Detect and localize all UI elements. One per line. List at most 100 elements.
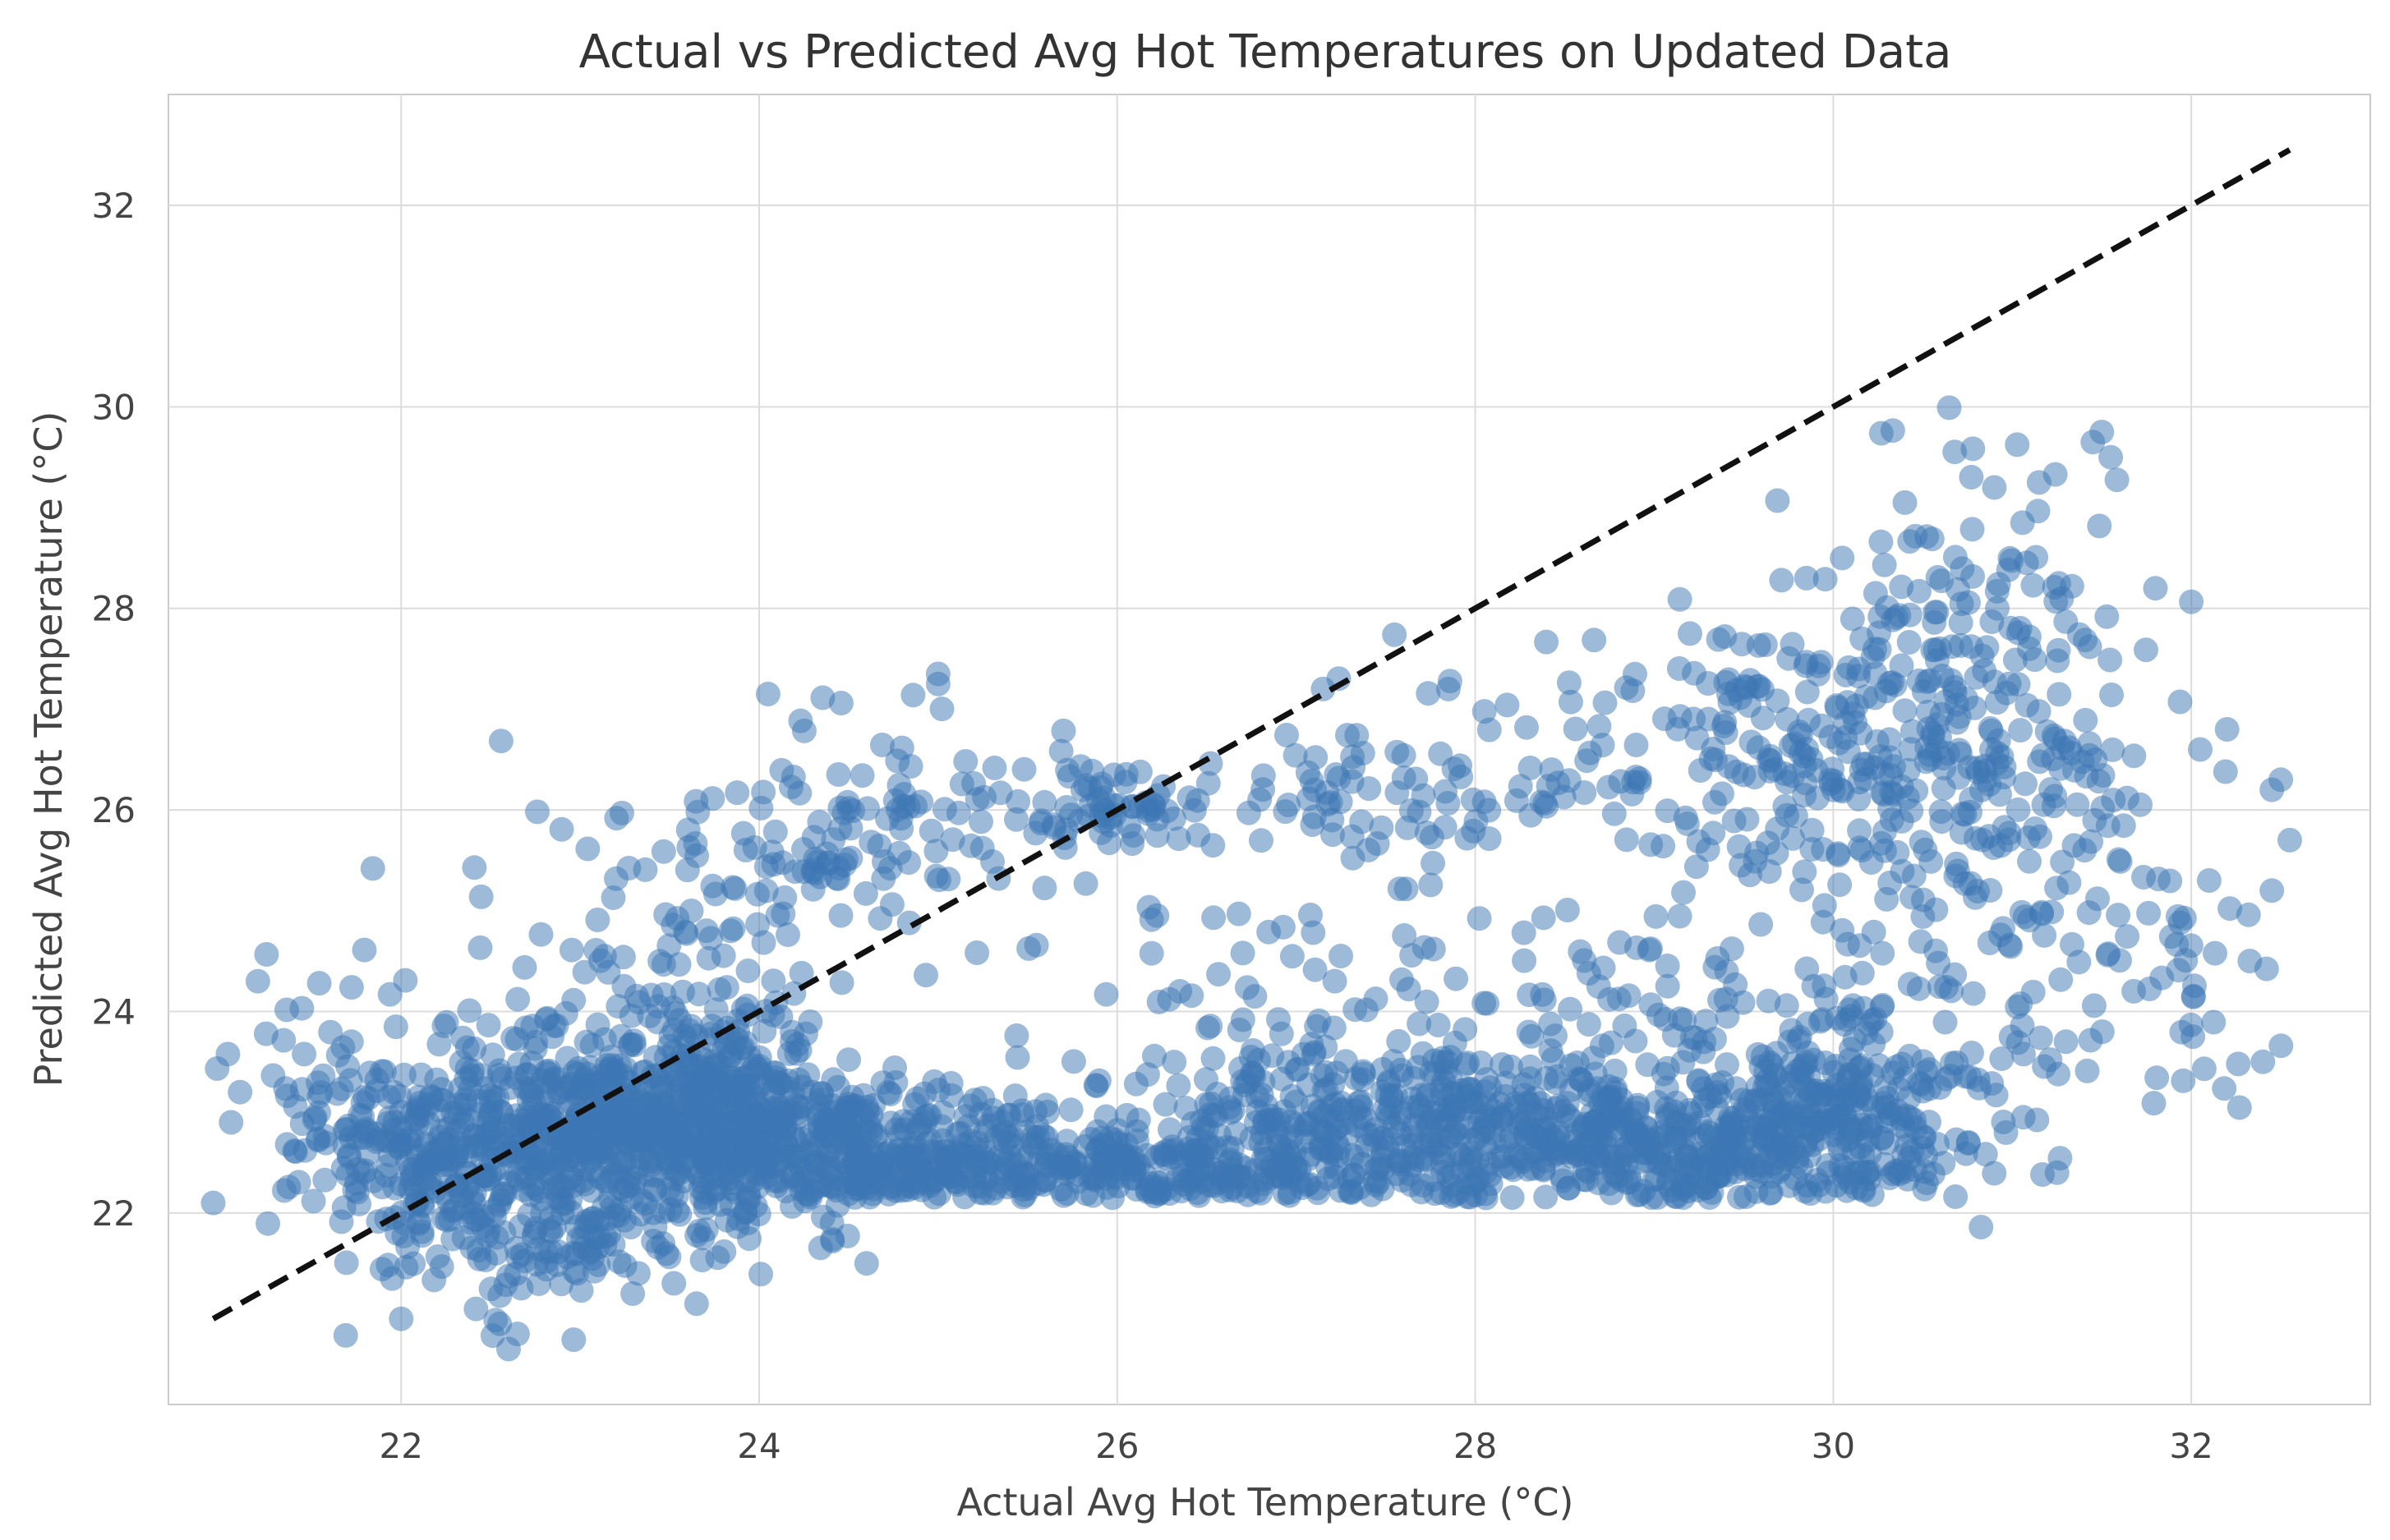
data-point	[795, 1062, 821, 1087]
data-point	[1748, 912, 1774, 937]
data-point	[2065, 792, 2090, 817]
data-point	[1670, 1050, 1696, 1075]
data-point	[1531, 905, 1556, 931]
data-point	[696, 945, 721, 971]
data-point	[1948, 610, 1973, 636]
data-point	[1913, 1060, 1939, 1085]
data-point	[886, 772, 912, 798]
data-point	[686, 1218, 711, 1243]
data-point	[2213, 759, 2238, 784]
data-point	[2121, 978, 2147, 1004]
data-point	[828, 903, 854, 928]
data-point	[753, 878, 779, 903]
data-point	[1305, 1175, 1329, 1201]
y-tick-label: 28	[92, 589, 136, 629]
reference-line	[211, 147, 2291, 1322]
data-point	[2268, 767, 2294, 793]
data-point	[505, 986, 531, 1012]
data-point	[1702, 1027, 1727, 1052]
data-point	[1048, 738, 1074, 764]
data-point	[1323, 1092, 1348, 1117]
data-point	[2128, 792, 2153, 817]
data-point	[520, 1014, 546, 1039]
data-point	[377, 981, 403, 1007]
data-point	[651, 839, 676, 864]
data-point	[1006, 788, 1031, 814]
data-point	[1910, 887, 1936, 913]
data-point	[1499, 1185, 1525, 1210]
data-point	[1558, 996, 1583, 1022]
data-point	[1806, 661, 1830, 687]
data-point	[1635, 1052, 1660, 1078]
data-point	[1158, 1117, 1182, 1142]
data-point	[1356, 776, 1382, 802]
data-point	[1826, 843, 1851, 868]
data-point	[1679, 1159, 1704, 1184]
data-point	[592, 1027, 617, 1052]
data-point	[2196, 868, 2222, 893]
data-point	[1704, 1096, 1729, 1121]
data-point	[868, 906, 893, 931]
data-point	[721, 875, 746, 900]
data-point	[1734, 807, 1760, 832]
data-point	[919, 818, 944, 844]
data-point	[1302, 957, 1328, 982]
data-point	[289, 995, 315, 1021]
data-point	[1173, 1096, 1199, 1121]
data-point	[306, 1100, 331, 1125]
data-point	[2107, 848, 2133, 874]
data-point	[2078, 1027, 2103, 1053]
data-point	[1789, 877, 1814, 903]
data-point	[620, 1138, 646, 1163]
data-point	[660, 1181, 684, 1207]
data-point	[1391, 742, 1416, 768]
data-point	[2077, 634, 2102, 660]
data-point	[366, 1209, 391, 1234]
data-point	[711, 1133, 736, 1159]
data-point	[1471, 699, 1497, 724]
data-point	[1870, 993, 1895, 1018]
data-point	[1186, 1183, 1212, 1208]
data-point	[1319, 807, 1345, 833]
data-point	[772, 885, 798, 910]
data-point	[539, 1219, 564, 1244]
data-point	[1384, 780, 1410, 806]
data-point	[1416, 681, 1441, 706]
data-point	[1942, 962, 1968, 987]
data-point	[1696, 671, 1720, 696]
data-point	[2191, 1056, 2217, 1082]
data-point	[431, 1014, 457, 1038]
data-point	[1448, 765, 1474, 789]
data-point	[1558, 689, 1583, 715]
data-point	[528, 922, 554, 947]
data-point	[2029, 899, 2054, 925]
data-point	[1788, 741, 1813, 765]
data-point	[2104, 467, 2130, 493]
data-point	[821, 827, 846, 853]
data-point	[612, 1207, 638, 1233]
data-point	[1353, 997, 1379, 1023]
data-point	[1666, 656, 1692, 681]
data-point	[1379, 1086, 1404, 1111]
data-point	[1616, 983, 1642, 1009]
data-point	[1269, 1066, 1295, 1092]
data-point	[401, 1161, 426, 1187]
data-point	[721, 916, 746, 941]
data-point	[1177, 785, 1202, 811]
data-point	[2098, 647, 2123, 673]
data-point	[549, 816, 574, 842]
data-point	[1799, 837, 1825, 862]
data-point	[1641, 1139, 1666, 1165]
data-point	[1529, 789, 1554, 815]
data-point	[1870, 940, 1895, 966]
data-point	[1418, 872, 1444, 898]
data-point	[2042, 575, 2067, 600]
data-point	[995, 1151, 1020, 1176]
data-point	[1826, 1104, 1850, 1129]
data-point	[1349, 809, 1375, 834]
data-point	[382, 1175, 408, 1201]
data-point	[1851, 995, 1877, 1021]
data-point	[636, 1092, 661, 1117]
data-point	[790, 1167, 815, 1193]
data-point	[1061, 1049, 1086, 1074]
